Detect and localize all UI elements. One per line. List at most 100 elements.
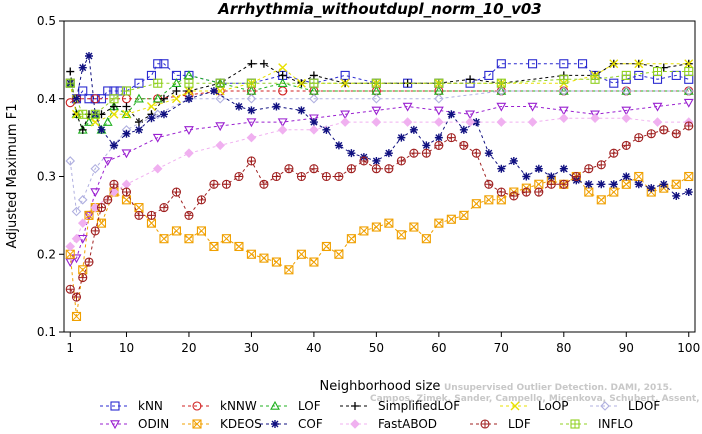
series-ldf: [65, 121, 694, 302]
series-line-knnw: [69, 90, 689, 104]
chart-title: Arrhythmia_withoutdupl_norm_10_v03: [217, 0, 541, 18]
x-tick-label: 20: [181, 341, 196, 355]
legend-marker-knnw: [192, 401, 202, 411]
data-point-cof: [509, 156, 518, 165]
data-point-ldf: [646, 129, 656, 139]
data-point-ldf: [396, 156, 406, 166]
legend-item-simplifiedlof: SimplifiedLOF: [340, 399, 460, 413]
legend-marker-simplifiedlof: [351, 402, 359, 410]
data-point-cof: [659, 180, 668, 189]
data-point-cof: [597, 180, 606, 189]
data-point-fastabod: [434, 117, 444, 127]
data-point-kdeos: [684, 171, 694, 182]
data-point-kdeos: [209, 241, 219, 252]
legend-item-inflo: INFLO: [560, 417, 633, 431]
data-point-kdeos: [671, 179, 681, 189]
data-point-fastabod: [340, 117, 350, 127]
data-point-kdeos: [459, 210, 469, 220]
legend-label-cof: COF: [298, 417, 323, 431]
data-point-ldf: [571, 171, 581, 182]
legend-marker-odin: [110, 420, 120, 430]
series-inflo: [65, 66, 694, 119]
data-point-odin: [65, 258, 76, 268]
data-point-fastabod: [215, 140, 225, 151]
data-point-loop: [340, 78, 350, 88]
data-point-fastabod: [184, 148, 194, 158]
data-point-cof: [72, 94, 81, 103]
legend-item-odin: ODIN: [100, 417, 169, 431]
data-point-kdeos: [284, 265, 294, 275]
data-point-odin: [152, 133, 163, 143]
data-point-fastabod: [496, 117, 507, 127]
data-point-ldf: [96, 203, 107, 213]
data-point-ldf: [546, 179, 556, 189]
data-point-ldof: [559, 86, 569, 96]
legend-item-ldf: LDF: [470, 417, 531, 431]
data-point-fastabod: [71, 233, 82, 244]
data-point-knn: [609, 78, 619, 88]
legend-item-ldof: LDOF: [590, 399, 660, 413]
data-point-fastabod: [246, 132, 257, 143]
data-point-fastabod: [621, 113, 632, 123]
data-point-lof: [134, 93, 144, 103]
data-point-ldof: [215, 93, 225, 104]
x-tick-label: 30: [244, 341, 259, 355]
data-point-fastabod: [465, 117, 475, 127]
data-point-kdeos: [309, 257, 319, 267]
data-point-loop: [609, 59, 619, 69]
data-point-knn: [528, 59, 538, 69]
legend-label-inflo: INFLO: [598, 417, 633, 431]
data-point-kdeos: [96, 218, 107, 228]
x-tick-label: 100: [677, 341, 700, 355]
data-point-cof: [234, 102, 243, 111]
data-point-ldf: [296, 171, 306, 182]
data-point-lof: [184, 70, 194, 80]
data-point-ldf: [346, 164, 356, 174]
series-line-ldf: [69, 125, 690, 299]
data-point-inflo: [246, 78, 256, 88]
data-point-odin: [527, 102, 538, 112]
data-point-fastabod: [152, 163, 163, 174]
data-point-cof: [522, 172, 531, 181]
data-point-odin: [215, 122, 226, 132]
y-axis: 0.1 0.2 0.3 0.4 0.5: [37, 14, 64, 339]
data-point-cof: [397, 133, 406, 142]
data-point-cof: [159, 110, 168, 119]
data-point-knn: [159, 59, 169, 69]
data-point-cof: [209, 86, 218, 95]
y-tick-label: 0.5: [37, 14, 56, 28]
data-point-cof: [272, 102, 281, 111]
data-point-inflo: [215, 78, 225, 88]
data-point-cof: [347, 149, 356, 158]
data-point-kdeos: [271, 257, 281, 267]
data-point-kdeos: [621, 179, 631, 189]
data-point-fastabod: [309, 125, 319, 135]
legend-label-ldof: LDOF: [628, 399, 660, 413]
data-point-ldf: [159, 203, 169, 213]
data-point-ldf: [221, 179, 231, 189]
data-point-cof: [384, 149, 393, 158]
data-point-kdeos: [484, 195, 494, 205]
data-point-knn: [103, 86, 113, 96]
data-point-kdeos: [371, 222, 381, 232]
data-point-ldof: [90, 163, 101, 174]
data-point-kdeos: [246, 249, 256, 259]
data-point-fastabod: [527, 117, 538, 127]
data-point-cof: [634, 180, 643, 189]
data-point-ldf: [271, 171, 281, 182]
data-point-ldf: [78, 273, 88, 283]
data-point-ldof: [77, 195, 88, 205]
data-point-ldf: [109, 179, 119, 189]
data-point-kdeos: [359, 226, 369, 236]
data-point-odin: [433, 106, 444, 116]
data-point-ldf: [371, 164, 381, 174]
data-point-odin: [652, 102, 663, 112]
data-point-cof: [559, 164, 568, 173]
x-tick-label: 50: [369, 341, 384, 355]
data-point-kdeos: [434, 218, 444, 228]
legend-label-odin: ODIN: [138, 417, 169, 431]
data-point-ldf: [584, 164, 594, 174]
legend-marker-lof: [270, 400, 280, 410]
data-point-inflo: [309, 78, 319, 88]
